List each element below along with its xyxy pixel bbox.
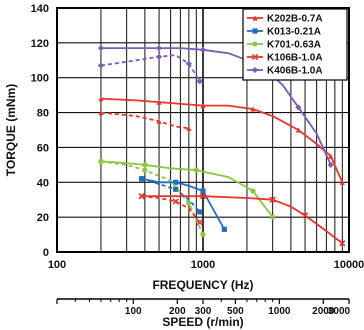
speed-tick-label: 500: [227, 306, 244, 317]
series-K202B-0.7A: [98, 96, 345, 185]
speed-tick-label: 3000: [328, 306, 351, 317]
data-point: [186, 125, 192, 131]
data-point: [200, 231, 206, 238]
data-point: [186, 200, 192, 206]
legend-item: K013-0.21A: [247, 27, 321, 38]
y-tick-label: 60: [37, 142, 49, 154]
data-point: [252, 28, 258, 34]
series-line: [100, 97, 344, 183]
data-point: [199, 193, 207, 200]
x-axis-title: FREQUENCY (Hz): [152, 278, 253, 292]
series-K701-0.63A: [98, 158, 276, 238]
data-point: [250, 106, 256, 112]
legend-label: K202B-0.7A: [267, 14, 323, 25]
data-point: [139, 176, 145, 182]
y-tick-label: 20: [37, 212, 49, 224]
data-point: [155, 44, 163, 52]
data-point: [327, 161, 334, 168]
data-point: [156, 99, 162, 105]
data-point: [97, 62, 105, 69]
y-tick-label: 40: [37, 177, 49, 189]
speed-tick-label: 300: [195, 306, 212, 317]
data-point: [196, 219, 203, 226]
data-point: [173, 179, 179, 185]
data-point: [98, 96, 104, 102]
speed-tick-label: 2000: [312, 306, 335, 317]
speed-axis-title: SPEED (r/min): [162, 315, 243, 329]
x-tick-label: 10000: [334, 259, 364, 271]
speed-tick-label: 1000: [268, 306, 291, 317]
data-point: [98, 109, 104, 116]
data-point: [251, 66, 259, 74]
data-point: [200, 103, 206, 109]
data-point: [197, 209, 203, 215]
data-point: [339, 179, 345, 185]
data-point: [98, 158, 104, 164]
data-point: [155, 53, 163, 60]
data-point: [193, 167, 199, 173]
y-axis-ticks: 0 20 40 60 80 100 120 140: [31, 3, 49, 259]
legend-item: K701-0.63A: [247, 40, 321, 51]
data-point: [200, 188, 206, 194]
legend-label: K013-0.21A: [267, 27, 321, 38]
data-point: [142, 167, 148, 173]
data-point: [172, 198, 179, 205]
legend-label: K106B-1.0A: [267, 53, 323, 64]
speed-tick-label: 200: [169, 306, 186, 317]
y-tick-label: 0: [43, 247, 49, 259]
data-point: [270, 214, 276, 220]
y-tick-label: 140: [31, 3, 49, 15]
x-tick-label: 1000: [191, 259, 215, 271]
data-point: [339, 240, 346, 247]
data-point: [251, 53, 259, 61]
series-line-dashed: [100, 160, 204, 235]
y-tick-label: 100: [31, 73, 49, 85]
series-line: [100, 160, 274, 218]
legend-label: K406B-1.0A: [267, 66, 323, 77]
data-point: [269, 196, 276, 203]
series-line: [141, 195, 343, 245]
series-layer: [97, 44, 346, 247]
series-line: [101, 47, 332, 166]
data-point: [173, 186, 179, 192]
legend-item: K406B-1.0A: [247, 66, 323, 77]
data-point: [301, 212, 309, 219]
data-point: [196, 78, 203, 85]
legend-item: K106B-1.0A: [247, 53, 323, 64]
y-tick-label: 120: [31, 38, 49, 50]
data-point: [97, 44, 105, 52]
data-point: [252, 41, 258, 47]
data-point: [185, 60, 192, 67]
plot-frame: [56, 7, 350, 253]
legend-item: K202B-0.7A: [247, 14, 323, 25]
data-point: [252, 15, 258, 21]
plot-border: [56, 7, 350, 253]
series-K106B-1.0A: [138, 193, 346, 247]
data-point: [295, 104, 302, 111]
data-point: [156, 118, 162, 124]
series-K406B-1.0A: [97, 44, 334, 168]
legend-label: K701-0.63A: [267, 40, 321, 51]
series-line: [141, 177, 226, 230]
series-K013-0.21A: [139, 176, 227, 232]
data-point: [138, 193, 145, 200]
x-tick-label: 100: [48, 259, 66, 271]
data-point: [295, 127, 301, 133]
y-tick-label: 80: [37, 108, 49, 120]
series-line-dashed: [100, 54, 201, 82]
data-point: [142, 162, 148, 168]
speed-tick-label: 100: [125, 306, 142, 317]
y-axis-title: TORQUE (mNm): [4, 84, 18, 176]
x-axis-ticks: 100 1000 10000: [48, 259, 364, 271]
data-point: [199, 46, 207, 53]
data-point: [328, 153, 334, 159]
data-point: [250, 188, 256, 194]
data-point: [221, 226, 227, 232]
legend: K202B-0.7A K013-0.21A K701-0.63A K106B-1.0A…: [242, 8, 348, 81]
